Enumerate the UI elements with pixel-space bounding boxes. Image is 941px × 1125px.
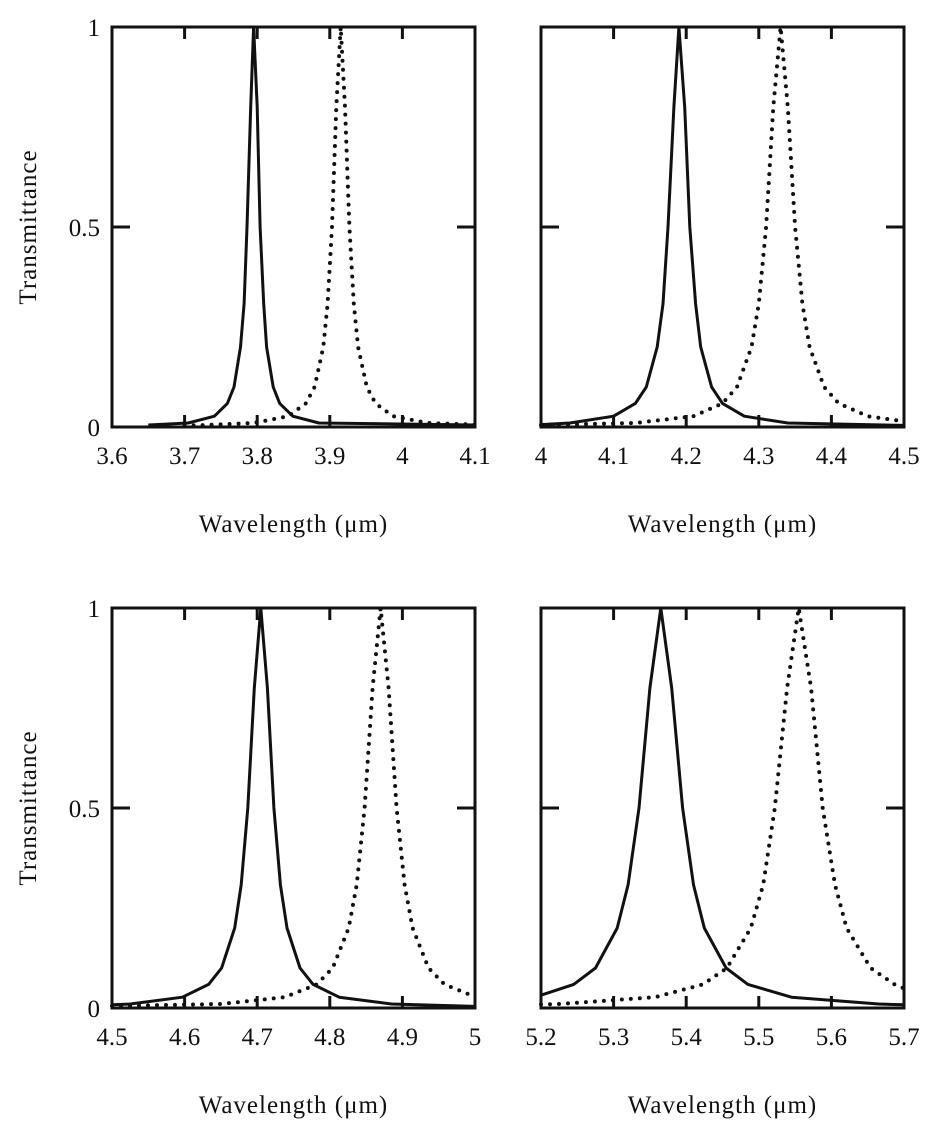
x-tick-label: 4.5 [96, 1024, 127, 1051]
x-tick-label: 3.6 [96, 443, 127, 470]
y-axis-title: Transmittance [15, 149, 42, 304]
subplot-1: 3.6 3.7 3.8 3.9 4 4.1 0 0.5 1 Wavelength (μm) Tran… [15, 15, 491, 538]
x-axis-title: Wavelength (μm) [199, 511, 389, 538]
x-tick-label: 4.9 [387, 1024, 418, 1051]
x-tick-label: 5.4 [671, 1024, 703, 1051]
x-tick-label: 4.6 [169, 1024, 200, 1051]
x-axis-title: Wavelength (μm) [628, 1092, 818, 1119]
x-axis-title: Wavelength (μm) [628, 511, 818, 538]
x-tick-label: 5.5 [743, 1024, 774, 1051]
dotted-series-line [110, 606, 477, 1008]
x-tick-label: 4.1 [598, 443, 629, 470]
x-tick-label: 4.3 [743, 443, 774, 470]
x-tick-label: 4.8 [314, 1024, 345, 1051]
x-tick-label: 3.9 [314, 443, 345, 470]
solid-series-line [540, 606, 905, 1007]
x-tick-label: 5.2 [525, 1024, 556, 1051]
y-tick-label: 1 [88, 15, 101, 42]
dotted-series-line [539, 606, 906, 1007]
y-axis-title: Transmittance [15, 730, 42, 885]
y-tick-label: 0.5 [69, 215, 100, 242]
plot-frame [110, 25, 477, 429]
x-tick-label: 5.7 [888, 1024, 919, 1051]
x-tick-label: 5 [469, 1024, 482, 1051]
x-tick-label: 4 [535, 443, 548, 470]
x-tick-label: 5.6 [816, 1024, 847, 1051]
x-tick-label: 4 [396, 443, 409, 470]
y-tick-label: 0.5 [69, 796, 100, 823]
dotted-series-line [182, 25, 477, 428]
x-tick-label: 4.2 [671, 443, 702, 470]
x-tick-label: 4.5 [888, 443, 919, 470]
subplot-2: 4 4.1 4.2 4.3 4.4 4.5 Wavelength (μm) [535, 25, 920, 538]
x-tick-label: 5.3 [598, 1024, 629, 1051]
solid-series-line [148, 25, 476, 427]
y-tick-label: 1 [88, 596, 101, 623]
plot-frame [539, 606, 906, 1010]
x-tick-label: 3.8 [242, 443, 273, 470]
y-tick-label: 0 [88, 415, 101, 442]
x-tick-label: 4.7 [242, 1024, 273, 1051]
x-tick-label: 4.1 [459, 443, 490, 470]
solid-series-line [540, 25, 905, 427]
x-tick-label: 4.4 [816, 443, 848, 470]
subplot-4: 5.2 5.3 5.4 5.5 5.6 5.7 Wavelength (μm) [525, 606, 920, 1119]
y-tick-label: 0 [88, 996, 101, 1023]
x-axis-title: Wavelength (μm) [199, 1092, 389, 1119]
x-tick-label: 3.7 [169, 443, 200, 470]
subplot-3: 4.5 4.6 4.7 4.8 4.9 5 0 0.5 1 Wavelength (μm) Tran… [15, 596, 481, 1119]
dotted-series-line [539, 25, 906, 427]
plot-frame [539, 25, 906, 429]
